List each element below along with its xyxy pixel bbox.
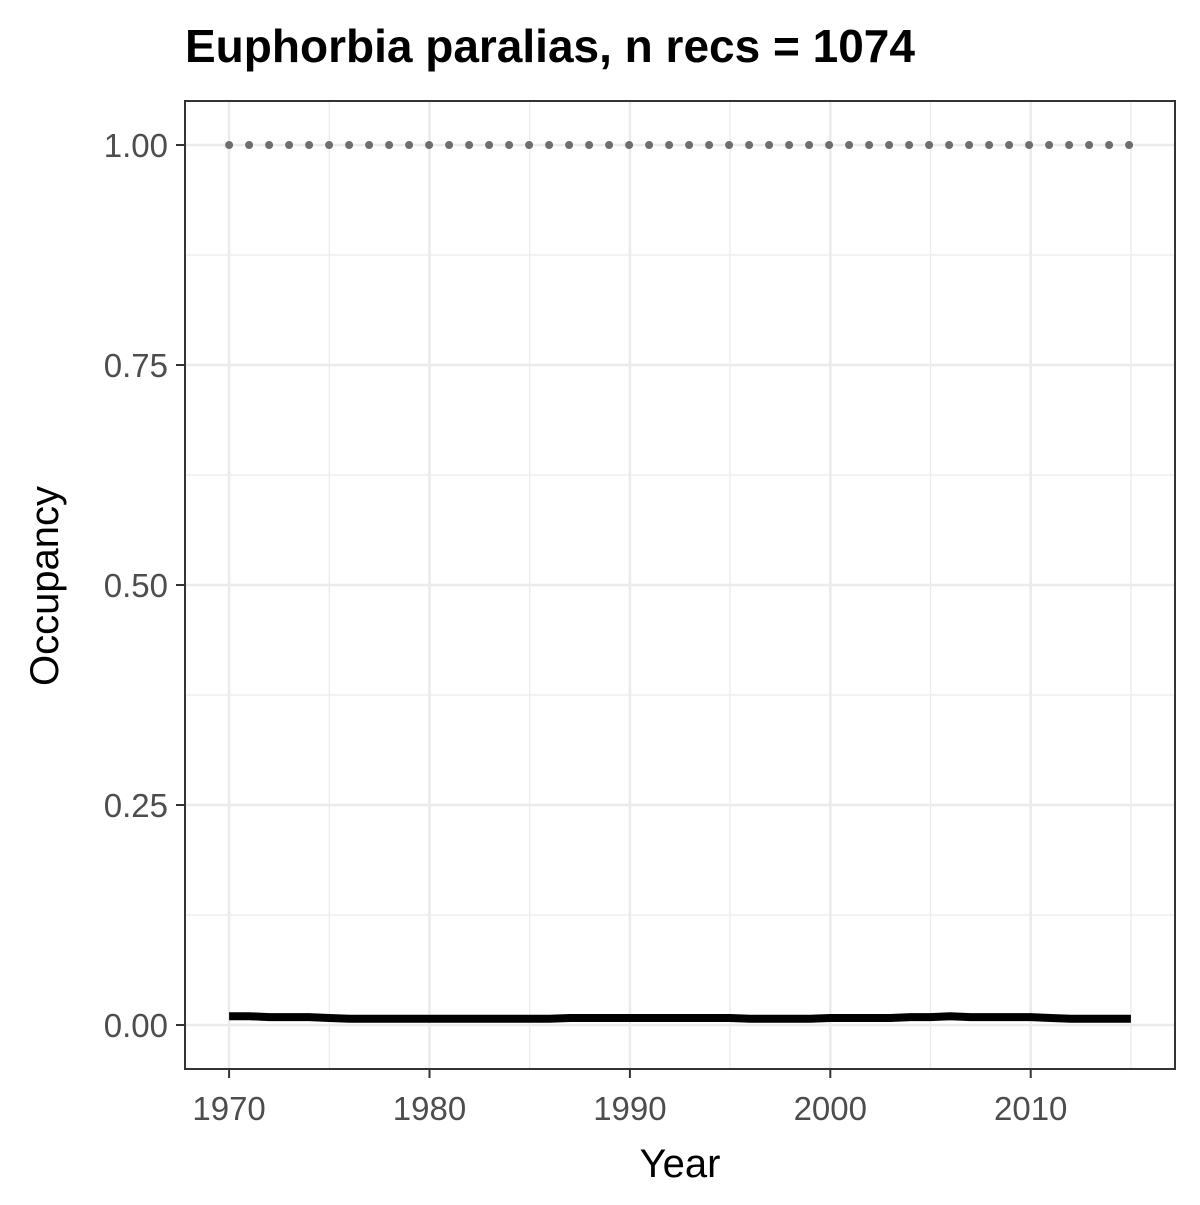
grid	[185, 101, 1175, 1069]
x-tick-label: 2000	[794, 1090, 867, 1127]
series-layer	[225, 141, 1135, 1023]
x-tick-label: 1980	[393, 1090, 466, 1127]
x-tick-label: 2010	[994, 1090, 1067, 1127]
y-tick-label: 0.75	[104, 347, 168, 384]
y-tick-label: 0.50	[104, 567, 168, 604]
y-tick-label: 1.00	[104, 127, 168, 164]
x-tick-label: 1970	[192, 1090, 265, 1127]
y-axis-title: Occupancy	[23, 486, 67, 686]
axes: 0.00 0.25 0.50 0.75 1.00 1970 1980 1990 2000 2010	[104, 127, 1068, 1127]
x-tick-label: 1990	[593, 1090, 666, 1127]
x-axis-title: Year	[640, 1142, 721, 1186]
y-tick-label: 0.00	[104, 1007, 168, 1044]
y-tick-label: 0.25	[104, 787, 168, 824]
chart-title: Euphorbia paralias, n recs = 1074	[185, 20, 915, 72]
series-line-solid	[229, 1012, 1131, 1023]
